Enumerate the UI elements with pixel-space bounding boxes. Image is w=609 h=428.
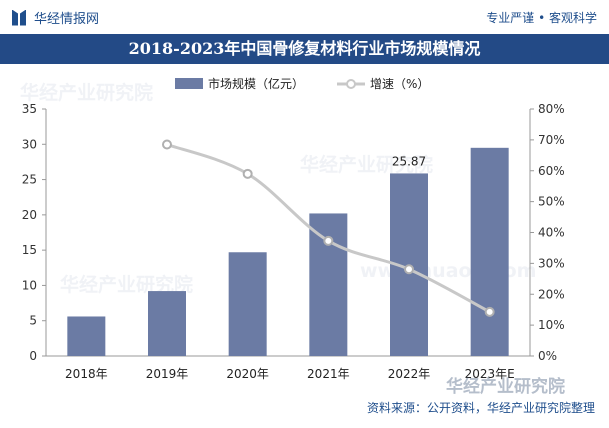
bar	[309, 213, 348, 356]
x-tick-label: 2021年	[307, 367, 350, 381]
x-tick-label: 2018年	[65, 367, 108, 381]
logo-text: 华经情报网	[34, 12, 100, 27]
y-tick-label-left: 20	[22, 208, 37, 222]
bar	[148, 291, 186, 356]
data-label: 25.87	[392, 154, 426, 168]
bar	[228, 252, 267, 356]
y-tick-label-right: 20%	[538, 287, 565, 301]
bar	[470, 147, 509, 356]
x-tick-label: 2023年E	[465, 367, 515, 381]
legend: 市场规模（亿元） 增速（%）	[175, 76, 429, 91]
growth-point	[484, 306, 495, 317]
y-tick-label-left: 30	[22, 137, 37, 151]
growth-point	[242, 168, 253, 179]
y-tick-label-left: 35	[22, 102, 37, 116]
x-tick-label: 2022年	[388, 367, 431, 381]
legend-label-bar: 市场规模（亿元）	[208, 76, 304, 91]
y-tick-label-left: 0	[29, 349, 37, 363]
y-tick-label-right: 80%	[538, 102, 565, 116]
y-tick-label-right: 60%	[538, 164, 565, 178]
growth-point	[404, 264, 414, 275]
y-tick-label-right: 10%	[538, 318, 565, 332]
chart-canvas: 市场规模（亿元） 增速（%） 0 5 10 15 20 25 30 35 0% 10% 20% 30% 40…	[22, 76, 565, 381]
slogan: 专业严谨 • 客观科学	[486, 11, 597, 25]
legend-marker-line	[346, 79, 356, 89]
y-tick-label-right: 0%	[538, 349, 557, 363]
legend-swatch-bar	[175, 78, 203, 89]
x-tick-label: 2020年	[226, 367, 269, 381]
growth-point	[323, 235, 334, 246]
y-tick-label-right: 30%	[538, 256, 565, 270]
growth-point	[162, 139, 172, 150]
y-tick-label-right: 50%	[538, 195, 565, 209]
y-tick-label-left: 5	[29, 314, 37, 328]
legend-label-line: 增速（%）	[370, 77, 429, 91]
y-tick-label-right: 40%	[538, 226, 565, 240]
y-tick-label-left: 15	[22, 243, 37, 257]
brand-logo: 华经情报网	[12, 8, 99, 27]
y-tick-label-right: 70%	[538, 133, 565, 147]
x-tick-label: 2019年	[146, 367, 189, 381]
chart-title: 2018-2023年中国骨修复材料行业市场规模情况	[0, 34, 609, 64]
source-note: 资料来源：公开资料，华经产业研究院整理	[366, 401, 595, 415]
watermark-corner: 华经产业研究院	[446, 377, 565, 397]
bar	[67, 316, 106, 356]
y-tick-label-left: 25	[22, 173, 37, 187]
top-bar: 华经情报网 专业严谨 • 客观科学	[0, 0, 609, 34]
logo-icon	[12, 9, 26, 26]
y-tick-label-left: 10	[22, 278, 37, 292]
